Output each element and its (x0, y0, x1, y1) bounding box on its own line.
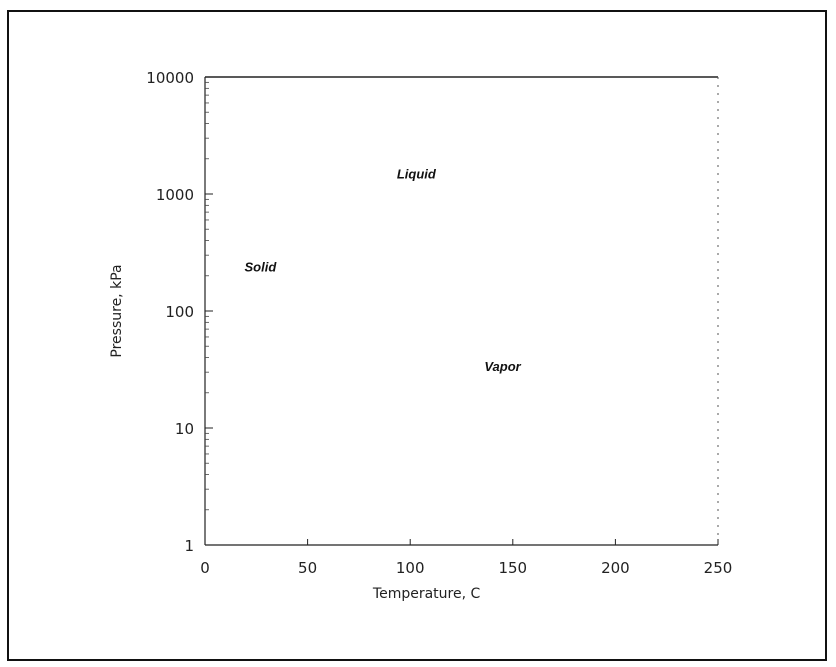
x-tick-label: 100 (396, 559, 425, 577)
region-label-solid: Solid (245, 260, 278, 275)
y-ticks: 1 10 100 1000 10000 (146, 69, 213, 555)
y-tick-label: 10 (175, 420, 194, 438)
y-tick-label: 100 (165, 303, 194, 321)
x-tick-label: 50 (298, 559, 317, 577)
chart-frame (7, 10, 827, 661)
plot-area (204, 76, 719, 546)
region-label-vapor: Vapor (484, 359, 521, 374)
x-ticks: 0 50 100 150 200 250 (200, 539, 732, 577)
y-tick-label: 10000 (146, 69, 194, 87)
x-tick-label: 250 (704, 559, 733, 577)
y-tick-label: 1000 (156, 186, 194, 204)
x-tick-label: 150 (498, 559, 527, 577)
region-label-liquid: Liquid (397, 166, 437, 181)
x-tick-label: 200 (601, 559, 630, 577)
y-tick-label: 1 (184, 537, 194, 555)
y-axis-title: Pressure, kPa (109, 264, 125, 357)
region-labels: Liquid Solid Vapor (245, 166, 522, 373)
x-tick-label: 0 (200, 559, 210, 577)
x-axis-title: Temperature, C (372, 586, 481, 602)
